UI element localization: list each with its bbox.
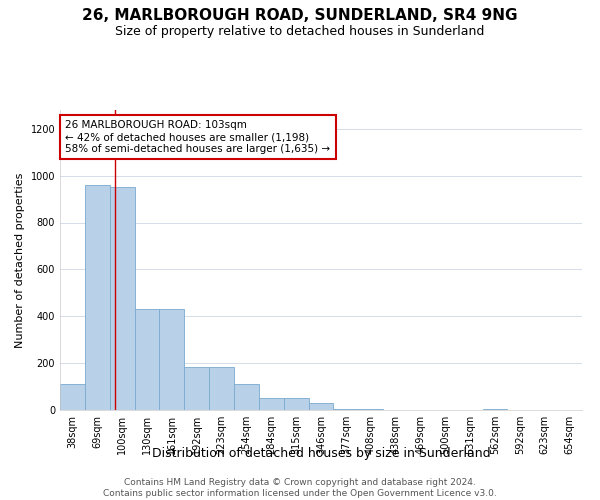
Bar xyxy=(334,409,358,410)
Text: 26 MARLBOROUGH ROAD: 103sqm
← 42% of detached houses are smaller (1,198)
58% of : 26 MARLBOROUGH ROAD: 103sqm ← 42% of det… xyxy=(65,120,331,154)
Bar xyxy=(134,309,160,410)
Bar xyxy=(60,384,85,410)
Bar xyxy=(234,384,259,410)
Text: Size of property relative to detached houses in Sunderland: Size of property relative to detached ho… xyxy=(115,25,485,38)
Bar xyxy=(284,398,308,410)
Bar xyxy=(358,409,383,410)
Bar xyxy=(160,309,184,410)
Text: Distribution of detached houses by size in Sunderland: Distribution of detached houses by size … xyxy=(152,448,490,460)
Bar xyxy=(184,366,209,410)
Text: 26, MARLBOROUGH ROAD, SUNDERLAND, SR4 9NG: 26, MARLBOROUGH ROAD, SUNDERLAND, SR4 9N… xyxy=(82,8,518,22)
Bar xyxy=(259,398,284,410)
Y-axis label: Number of detached properties: Number of detached properties xyxy=(15,172,25,348)
Bar xyxy=(209,366,234,410)
Text: Contains HM Land Registry data © Crown copyright and database right 2024.
Contai: Contains HM Land Registry data © Crown c… xyxy=(103,478,497,498)
Bar xyxy=(85,185,110,410)
Bar xyxy=(482,409,508,410)
Bar xyxy=(110,188,134,410)
Bar xyxy=(308,403,334,410)
